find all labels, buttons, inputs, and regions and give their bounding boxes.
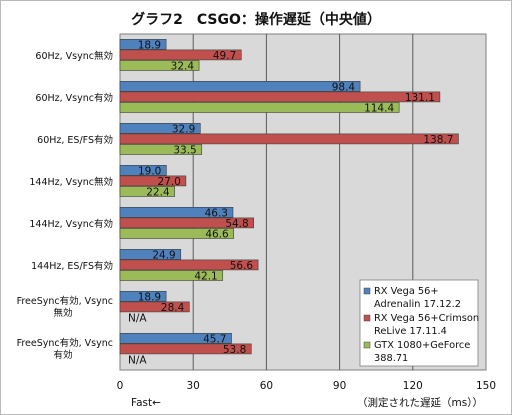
x-axis-label: （測定された遅延（ms）） — [357, 396, 483, 409]
legend — [359, 279, 479, 367]
bar-cat-3-s2 — [119, 133, 459, 145]
legend-swatch-s2 — [363, 314, 371, 322]
bar-cat-2-s1 — [119, 81, 361, 92]
bar-cat-2-s2 — [119, 91, 441, 103]
data-label-cat-1-s2: 49.7 — [213, 50, 236, 62]
data-label-cat-4-s3: 22.4 — [146, 187, 170, 199]
legend-label-s1-line-2: Adrenalin 17.12.2 — [374, 299, 461, 310]
category-label-8: FreeSync有効, Vsync 有効 — [17, 337, 113, 361]
category-label-8-line-2: 有効 — [53, 349, 72, 361]
bar-cat-5-s1 — [119, 207, 234, 218]
data-label-cat-2-s2: 131.1 — [405, 92, 435, 104]
chart-title: グラフ2 CSGO：操作遅延（中央値） — [131, 11, 381, 28]
bar-cat-1-s3 — [119, 60, 200, 71]
data-label-cat-6-s2: 56.6 — [230, 260, 254, 272]
legend-label-s2-line-2: ReLive 17.11.4 — [374, 326, 447, 337]
x-tick-label-60: 60 — [260, 380, 273, 392]
x-tick-label-90: 90 — [333, 380, 346, 392]
bar-cat-4-s1 — [119, 165, 167, 176]
category-label-1: 60Hz, Vsync無効 — [35, 50, 113, 62]
legend-label-s3-line-2: 388.71 — [374, 353, 408, 364]
data-label-cat-6-s1: 24.9 — [152, 249, 175, 261]
bar-cat-7-s1 — [119, 290, 167, 302]
category-label-4: 144Hz, Vsync無効 — [29, 176, 113, 188]
legend-swatch-s1 — [363, 287, 371, 295]
data-label-na-cat-8-s3: N/A — [128, 355, 147, 367]
bar-cat-3-s3 — [119, 144, 203, 155]
x-tick-label-120: 120 — [403, 380, 423, 392]
category-label-6: 144Hz, ES/FS有効 — [31, 260, 113, 272]
bar-cat-8-s1 — [119, 332, 232, 344]
bar-cat-8-s2 — [119, 343, 252, 355]
data-label-na-cat-7-s3: N/A — [128, 313, 147, 325]
data-label-cat-8-s1: 45.7 — [203, 333, 226, 345]
data-label-cat-8-s2: 53.8 — [223, 344, 246, 356]
data-label-cat-4-s2: 27.0 — [157, 176, 180, 188]
legend-label-s3-line-1: GTX 1080+GeForce — [374, 340, 470, 351]
bar-cat-1-s1 — [119, 38, 167, 50]
data-label-cat-2-s3: 114.4 — [364, 103, 394, 115]
bar-cat-6-s2 — [119, 259, 259, 271]
bar-cat-2-s3 — [119, 102, 400, 113]
x-note-fast: Fast← — [131, 397, 161, 409]
bar-cat-4-s3 — [119, 186, 175, 197]
category-label-2: 60Hz, Vsync有効 — [35, 92, 113, 104]
category-label-7-line-2: 無効 — [53, 307, 72, 319]
data-label-cat-2-s1: 98.4 — [332, 81, 356, 93]
category-label-7: FreeSync有効, Vsync 無効 — [17, 295, 113, 319]
data-label-cat-7-s1: 18.9 — [138, 291, 161, 303]
data-label-cat-7-s2: 28.4 — [161, 302, 185, 314]
category-label-8-line-1: FreeSync有効, Vsync — [17, 337, 113, 349]
bar-cat-4-s2 — [119, 175, 187, 187]
category-label-3: 60Hz, ES/FS有効 — [37, 134, 113, 146]
data-label-cat-5-s2: 54.8 — [225, 218, 248, 230]
data-label-cat-4-s1: 19.0 — [138, 165, 161, 177]
bar-cat-6-s1 — [119, 249, 182, 260]
category-label-5: 144Hz, Vsync有効 — [29, 218, 113, 230]
x-tick-label-150: 150 — [476, 380, 496, 392]
bar-cat-7-s2 — [119, 301, 190, 313]
bar-cat-1-s2 — [119, 49, 242, 61]
data-label-cat-1-s3: 32.4 — [171, 61, 195, 73]
bar-cat-5-s3 — [119, 228, 235, 239]
data-label-cat-5-s3: 46.6 — [205, 229, 229, 241]
x-tick-label-30: 30 — [187, 380, 200, 392]
data-label-cat-3-s1: 32.9 — [172, 123, 195, 135]
legend-label-s1-line-1: RX Vega 56+ — [374, 286, 439, 297]
category-label-7-line-1: FreeSync有効, Vsync — [17, 295, 113, 307]
data-label-cat-6-s3: 42.1 — [194, 271, 217, 283]
x-tick-label-0: 0 — [117, 380, 124, 392]
bar-cat-6-s3 — [119, 270, 224, 281]
legend-swatch-s3 — [363, 341, 371, 349]
data-label-cat-5-s1: 46.3 — [205, 207, 228, 219]
data-label-cat-1-s1: 18.9 — [138, 39, 161, 51]
legend-label-s2-line-1: RX Vega 56+Crimson — [374, 313, 479, 324]
data-label-cat-3-s2: 138.7 — [423, 134, 453, 146]
data-label-cat-3-s3: 33.5 — [173, 145, 196, 157]
bar-cat-5-s2 — [119, 217, 255, 229]
bar-cat-3-s1 — [119, 123, 201, 134]
